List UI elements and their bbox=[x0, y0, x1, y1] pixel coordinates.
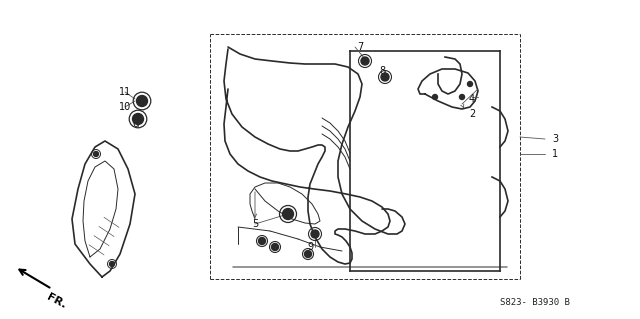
Text: 9: 9 bbox=[307, 242, 313, 252]
Text: 10: 10 bbox=[119, 102, 131, 112]
Text: 3: 3 bbox=[552, 134, 558, 144]
Circle shape bbox=[132, 114, 143, 124]
Circle shape bbox=[109, 262, 115, 266]
Circle shape bbox=[271, 243, 278, 250]
Circle shape bbox=[381, 73, 389, 81]
Text: S823- B3930 B: S823- B3930 B bbox=[500, 298, 570, 307]
Circle shape bbox=[282, 209, 294, 219]
Text: 8: 8 bbox=[379, 66, 385, 76]
Text: FR.: FR. bbox=[45, 292, 68, 310]
Text: 11: 11 bbox=[119, 87, 131, 97]
Circle shape bbox=[311, 230, 319, 238]
Circle shape bbox=[93, 152, 99, 157]
Circle shape bbox=[467, 81, 472, 86]
Text: 2: 2 bbox=[469, 109, 475, 119]
Circle shape bbox=[259, 238, 266, 244]
Circle shape bbox=[136, 95, 147, 107]
Text: 1: 1 bbox=[552, 149, 558, 159]
Circle shape bbox=[361, 57, 369, 65]
Text: 6: 6 bbox=[132, 119, 138, 129]
Circle shape bbox=[305, 250, 312, 257]
Text: 7: 7 bbox=[357, 42, 363, 52]
Text: 4: 4 bbox=[469, 94, 475, 104]
Circle shape bbox=[433, 94, 438, 100]
Text: 5: 5 bbox=[252, 219, 258, 229]
Circle shape bbox=[460, 94, 465, 100]
